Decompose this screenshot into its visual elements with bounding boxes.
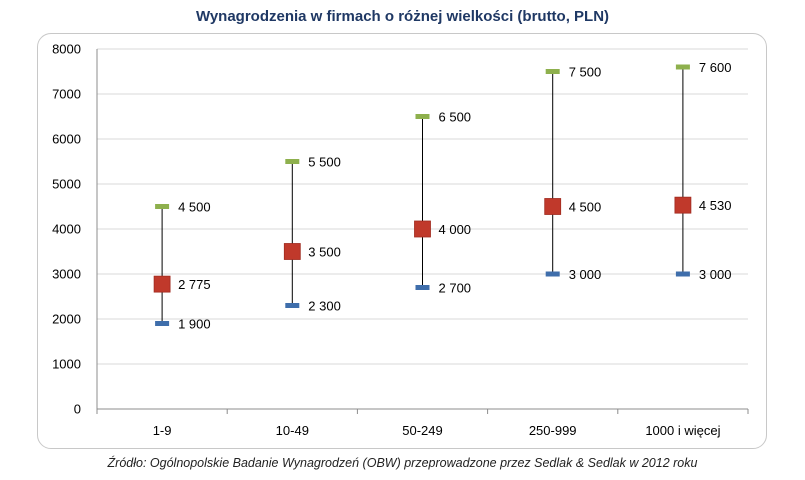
high-value-label: 7 500	[569, 65, 602, 80]
median-value-label: 4 000	[439, 222, 472, 237]
low-marker	[285, 303, 300, 308]
y-tick-label: 7000	[52, 87, 81, 102]
low-marker	[415, 285, 430, 290]
high-marker	[415, 114, 430, 119]
low-value-label: 3 000	[569, 267, 602, 282]
median-marker	[283, 243, 301, 260]
low-marker	[545, 271, 560, 277]
low-value-label: 2 700	[439, 281, 472, 296]
y-tick-label: 6000	[52, 132, 81, 147]
y-tick-label: 1000	[52, 357, 81, 372]
low-marker	[155, 321, 170, 326]
median-marker	[153, 275, 171, 293]
chart-title: Wynagrodzenia w firmach o różnej wielkoś…	[195, 8, 610, 25]
x-category-label: 250-999	[529, 423, 577, 438]
y-tick-label: 4000	[52, 222, 81, 237]
median-value-label: 4 500	[569, 200, 602, 215]
x-category-label: 1000 i więcej	[645, 423, 720, 438]
chart-frame	[37, 33, 767, 449]
source-note: Źródło: Ogólnopolskie Badanie Wynagrodze…	[107, 456, 698, 470]
low-value-label: 1 900	[178, 317, 211, 332]
high-value-label: 5 500	[308, 155, 341, 170]
median-value-label: 4 530	[699, 198, 732, 213]
y-tick-label: 3000	[52, 267, 81, 282]
median-marker	[674, 196, 692, 214]
high-value-label: 7 600	[699, 60, 732, 75]
high-marker	[675, 64, 690, 70]
median-marker	[544, 198, 562, 215]
low-marker	[675, 271, 690, 277]
high-marker	[545, 69, 560, 74]
median-value-label: 2 775	[178, 277, 211, 292]
x-category-label: 1-9	[153, 423, 172, 438]
x-category-label: 10-49	[276, 423, 309, 438]
high-marker	[285, 159, 300, 164]
y-tick-label: 8000	[52, 42, 81, 57]
y-tick-label: 5000	[52, 177, 81, 192]
y-tick-label: 2000	[52, 312, 81, 327]
high-marker	[155, 204, 170, 209]
x-category-label: 50-249	[402, 423, 442, 438]
high-value-label: 4 500	[178, 200, 211, 215]
median-marker	[414, 220, 431, 238]
low-value-label: 3 000	[699, 267, 732, 282]
low-value-label: 2 300	[308, 299, 341, 314]
median-value-label: 3 500	[308, 245, 341, 260]
high-value-label: 6 500	[439, 110, 472, 125]
y-tick-label: 0	[74, 402, 81, 417]
